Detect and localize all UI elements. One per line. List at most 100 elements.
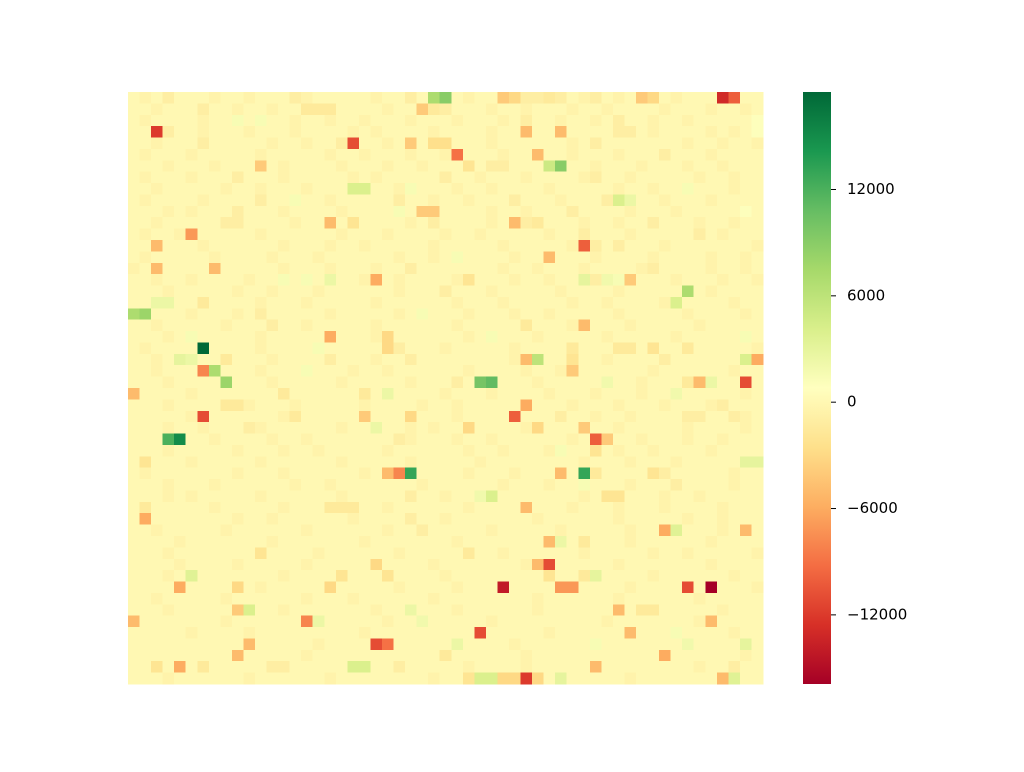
cell [266,649,279,662]
cell [393,422,406,434]
cell [566,194,579,207]
cell [347,444,360,457]
cell [739,126,752,138]
cell [208,148,221,161]
cell [416,627,429,639]
cell [382,240,394,252]
cell [428,638,441,651]
cell [659,410,672,423]
cell [693,490,706,503]
cell [151,490,164,503]
cell [162,183,175,195]
cell [347,638,360,651]
cell [335,308,348,321]
cell [416,148,429,161]
cell [162,160,175,173]
cell [358,296,371,309]
cell [393,536,406,548]
cell [162,570,175,582]
cell [358,365,371,378]
cell [520,365,533,378]
cell [243,592,256,605]
cell [566,365,579,378]
cell [612,479,625,491]
cell [231,274,244,286]
cell [497,479,510,491]
cell [324,319,337,332]
cell [243,456,256,469]
cell [601,672,614,685]
cell [382,536,394,548]
cell [185,592,198,605]
cell [439,444,452,457]
cell [716,251,729,264]
cell [312,274,325,286]
cell [532,171,545,184]
cell [312,114,325,127]
cell [220,148,233,161]
cell [543,444,556,457]
cell [335,399,348,412]
cell [682,103,695,116]
cell [520,638,533,651]
cell [382,126,394,138]
cell [439,467,452,480]
cell [439,410,452,423]
cell [358,92,371,104]
cell [335,126,348,138]
cell [543,251,556,264]
cell [555,251,568,264]
cell [578,615,591,628]
cell [462,388,475,400]
cell [716,524,729,537]
cell [612,615,625,628]
cell [243,672,256,685]
cell [278,649,291,662]
cell [636,137,648,150]
cell [266,444,279,457]
cell [278,194,291,207]
cell [739,376,752,389]
cell [462,103,475,116]
cell [659,262,672,275]
cell [151,456,164,469]
cell [462,92,475,104]
cell [405,92,418,104]
cell [751,251,764,264]
cell [151,524,164,537]
cell [393,592,406,605]
cell [231,615,244,628]
cell [358,114,371,127]
cell [185,171,198,184]
cell [243,296,256,309]
cell [624,501,637,514]
cell [301,319,314,332]
cell [693,513,706,526]
cell [151,638,164,651]
cell [624,592,637,605]
cell [474,615,487,628]
cell [751,365,764,378]
cell [128,251,140,264]
cell [220,410,233,423]
cell [474,490,487,503]
cell [705,126,718,138]
cell [497,627,510,639]
cell [231,501,244,514]
cell [693,331,706,343]
cell [347,217,360,230]
cell [208,422,221,434]
cell [451,194,464,207]
cell [243,228,256,241]
cell [174,524,187,537]
cell [382,570,394,582]
cell [255,524,267,537]
cell [278,376,291,389]
cell [220,615,233,628]
cell [255,388,267,400]
cell [589,467,602,480]
cell [462,672,475,685]
cell [347,251,360,264]
cell [128,228,140,241]
cell [312,331,325,343]
